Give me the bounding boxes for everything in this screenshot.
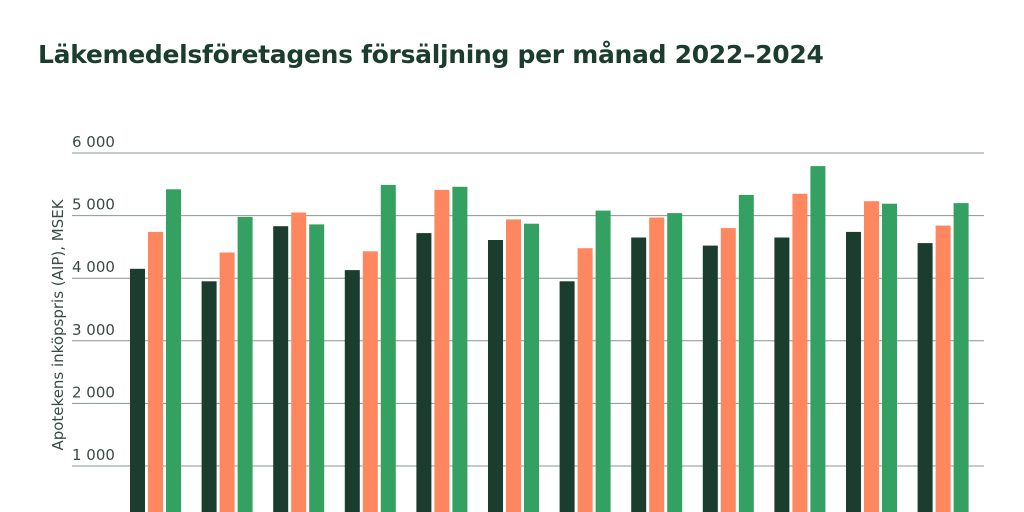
- bar: [291, 212, 307, 512]
- bar: [452, 186, 468, 512]
- bar: [649, 217, 665, 512]
- y-axis-ticks: 1 000 2 000 3 000 4 000 5 000 6 000: [72, 133, 115, 464]
- bar: [488, 240, 503, 512]
- bar: [882, 203, 897, 512]
- bar: [738, 194, 754, 512]
- bar: [720, 228, 736, 512]
- y-tick-label: 2 000: [72, 383, 115, 401]
- bar: [810, 166, 826, 512]
- bar: [917, 243, 933, 512]
- bar: [631, 237, 647, 512]
- bar: [416, 233, 432, 512]
- bar: [309, 224, 325, 512]
- y-tick-label: 1 000: [72, 446, 115, 464]
- bar: [273, 226, 289, 512]
- bar: [702, 245, 718, 512]
- bars: [130, 166, 969, 512]
- bar: [130, 268, 145, 512]
- bar: [953, 203, 969, 512]
- bar: [344, 270, 360, 512]
- y-tick-label: 6 000: [72, 133, 115, 151]
- bar: [201, 281, 217, 512]
- bar: [559, 281, 575, 512]
- bar: [237, 216, 253, 512]
- bar: [864, 201, 879, 512]
- bar: [362, 251, 378, 512]
- bar: [792, 193, 808, 512]
- bar: [524, 223, 539, 512]
- bar: [577, 248, 593, 512]
- y-tick-label: 5 000: [72, 196, 115, 214]
- bar: [774, 237, 790, 512]
- bar: [846, 231, 861, 512]
- bar: [219, 252, 235, 512]
- y-axis-label: Apotekens inköpspris (AIP), MSEK: [49, 198, 67, 450]
- bar: [166, 189, 181, 512]
- y-tick-label: 3 000: [72, 321, 115, 339]
- y-tick-label: 4 000: [72, 258, 115, 276]
- bar: [935, 225, 951, 512]
- bar: [434, 189, 450, 512]
- bar: [148, 231, 163, 512]
- bar: [506, 219, 521, 512]
- bar: [667, 213, 683, 512]
- bar: [595, 210, 611, 512]
- chart-title: Läkemedelsföretagens försäljning per mån…: [38, 40, 824, 69]
- bar: [380, 184, 396, 512]
